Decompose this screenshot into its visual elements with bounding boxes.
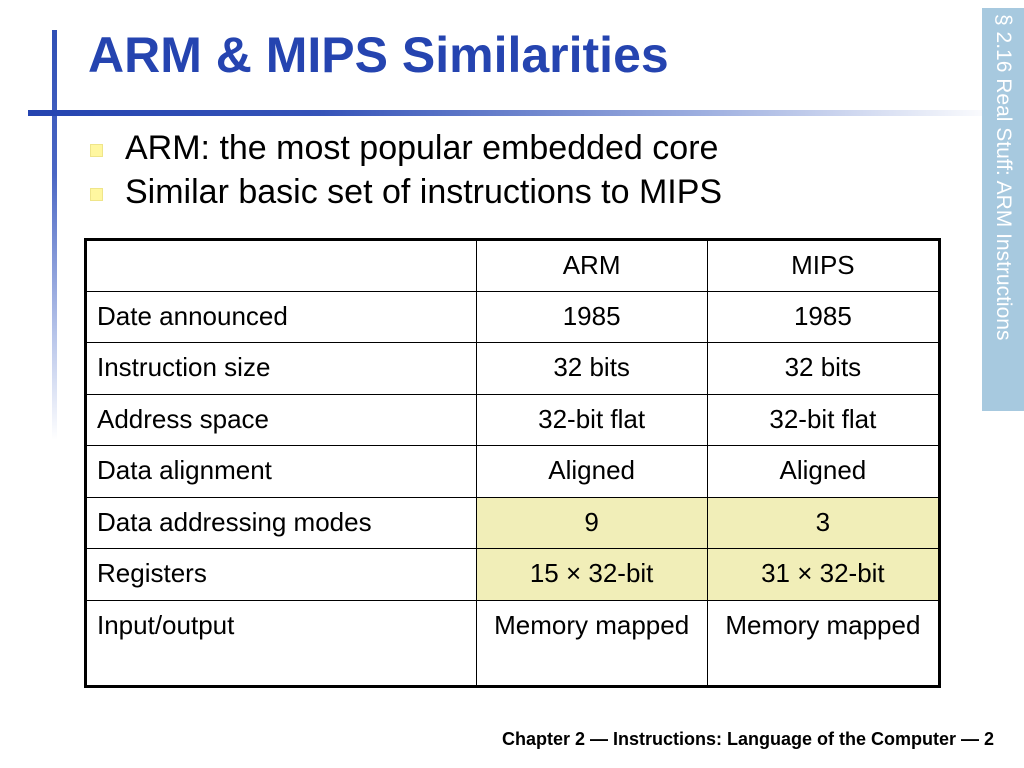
arm-value: 15 × 32-bit	[475, 548, 708, 601]
mips-value: Aligned	[706, 445, 941, 498]
row-label: Data alignment	[85, 445, 477, 498]
table-row: Data alignment Aligned Aligned	[85, 445, 941, 498]
table-row: Date announced 1985 1985	[85, 290, 941, 343]
table-header-row: ARM MIPS	[85, 239, 941, 292]
title-accent-vertical	[52, 30, 57, 440]
mips-value: 3	[706, 496, 941, 549]
header-cell-arm: ARM	[475, 239, 708, 292]
bullet-text: ARM: the most popular embedded core	[125, 129, 719, 167]
mips-value: 1985	[706, 290, 941, 343]
section-tab-label: § 2.16 Real Stuff: ARM Instructions	[992, 14, 1015, 341]
mips-value: 32-bit flat	[706, 393, 941, 446]
square-bullet-icon	[90, 188, 103, 201]
row-label: Registers	[85, 548, 477, 601]
row-label: Address space	[85, 393, 477, 446]
row-label: Instruction size	[85, 342, 477, 395]
bullet-item: Similar basic set of instructions to MIP…	[88, 170, 722, 214]
slide-title: ARM & MIPS Similarities	[88, 27, 669, 83]
row-label: Data addressing modes	[85, 496, 477, 549]
arm-value: Memory mapped	[475, 599, 708, 687]
mips-value: Memory mapped	[706, 599, 941, 687]
section-tab: § 2.16 Real Stuff: ARM Instructions	[982, 8, 1024, 411]
bullet-item: ARM: the most popular embedded core	[88, 126, 722, 170]
row-label: Date announced	[85, 290, 477, 343]
table-row-highlighted: Data addressing modes 9 3	[85, 496, 941, 549]
comparison-table: ARM MIPS Date announced 1985 1985 Instru…	[84, 238, 941, 688]
header-cell-empty	[85, 239, 477, 292]
arm-value: 1985	[475, 290, 708, 343]
arm-value: Aligned	[475, 445, 708, 498]
header-cell-mips: MIPS	[706, 239, 941, 292]
square-bullet-icon	[90, 144, 103, 157]
bullet-list: ARM: the most popular embedded core Simi…	[88, 126, 722, 214]
table-row: Instruction size 32 bits 32 bits	[85, 342, 941, 395]
title-accent-horizontal	[28, 110, 998, 116]
bullet-text: Similar basic set of instructions to MIP…	[125, 173, 723, 211]
arm-value: 32-bit flat	[475, 393, 708, 446]
table-row-highlighted: Registers 15 × 32-bit 31 × 32-bit	[85, 548, 941, 601]
table-row: Address space 32-bit flat 32-bit flat	[85, 393, 941, 446]
mips-value: 32 bits	[706, 342, 941, 395]
slide-footer: Chapter 2 — Instructions: Language of th…	[501, 729, 994, 749]
table-row: Input/output Memory mapped Memory mapped	[85, 599, 941, 687]
row-label: Input/output	[85, 599, 477, 687]
mips-value: 31 × 32-bit	[706, 548, 941, 601]
arm-value: 9	[475, 496, 708, 549]
arm-value: 32 bits	[475, 342, 708, 395]
